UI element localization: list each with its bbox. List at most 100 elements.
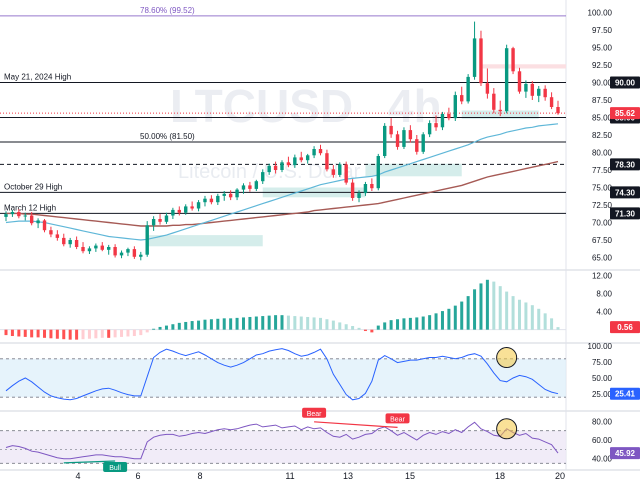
macd-bar: [235, 317, 239, 330]
macd-bar: [511, 296, 515, 330]
macd-bar: [81, 329, 85, 340]
macd-bar: [36, 329, 40, 338]
candle-body: [171, 209, 175, 216]
macd-bar: [139, 329, 143, 336]
macd-bar: [428, 315, 432, 330]
candle-body: [293, 157, 297, 166]
candle-body: [74, 240, 79, 247]
candle-body: [145, 225, 149, 255]
candles-layer: [4, 21, 560, 261]
candle-body: [216, 195, 220, 203]
ema-slow-line: [6, 160, 559, 227]
highlight-circle: [496, 347, 518, 369]
candle-body: [299, 157, 303, 161]
macd-bar: [556, 327, 560, 330]
macd-bar: [23, 329, 27, 337]
divergence-tag: [302, 407, 327, 418]
macd-bar: [87, 329, 91, 339]
candle-body: [81, 247, 85, 252]
candle-body: [177, 209, 182, 213]
watermark-symbol: LTCUSD: [170, 80, 353, 132]
axis-tick-label: 85.00: [592, 114, 613, 123]
rsi-pane: [0, 421, 566, 464]
candle-body: [363, 184, 368, 194]
macd-bar: [261, 316, 265, 330]
axis-tick-label: 8.00: [596, 289, 612, 298]
candle-body: [254, 181, 259, 189]
bull-divergence-line: [63, 460, 116, 464]
macd-bar: [524, 302, 528, 330]
price-badge-label: 74.30: [615, 188, 636, 197]
candle-body: [447, 114, 451, 119]
candle-body: [370, 184, 374, 189]
axis-tick-label: 82.50: [592, 131, 613, 140]
axis-tick-label: 25.00: [592, 390, 613, 399]
candle-body: [49, 230, 53, 235]
price-badge: [610, 447, 640, 460]
candle-body: [42, 220, 47, 231]
candle-body: [434, 123, 438, 128]
divergence-tag-label: Bear: [307, 411, 322, 418]
price-badge: [610, 76, 640, 89]
macd-bar: [286, 315, 290, 330]
axis-tick-label: 95.00: [592, 44, 613, 53]
macd-bar: [319, 317, 323, 330]
candle-body: [280, 162, 284, 170]
candle-body: [549, 97, 554, 107]
macd-bar: [197, 320, 201, 330]
macd-bar: [299, 316, 303, 330]
macd-bar: [17, 329, 21, 337]
macd-bar: [396, 319, 400, 330]
axis-tick-label: 72.50: [592, 201, 613, 210]
candle-body: [325, 153, 329, 170]
macd-bar: [113, 329, 117, 338]
macd-bar: [280, 315, 284, 330]
macd-bar: [267, 315, 271, 330]
axis-tick-label: 87.50: [592, 96, 613, 105]
divergence-tag-label: Bull: [109, 465, 121, 472]
macd-bar: [363, 329, 367, 332]
macd-bar: [4, 329, 8, 336]
macd-bar: [473, 289, 477, 330]
axis-tick-label: 75.00: [592, 184, 613, 193]
macd-bar: [274, 315, 278, 330]
candle-body: [312, 149, 316, 156]
price-badge-label: 85.62: [615, 109, 636, 118]
candle-body: [36, 220, 40, 224]
price-badge-label: 71.30: [615, 209, 636, 218]
candle-body: [10, 212, 15, 215]
candle-body: [357, 193, 361, 198]
stoch-line: [5, 348, 559, 401]
candle-body: [17, 212, 21, 217]
macd-bar: [543, 313, 547, 330]
annotations-layer: Bear Bear Bull: [63, 347, 518, 472]
macd-bar: [492, 281, 496, 330]
macd-bar: [75, 329, 79, 340]
candle-body: [190, 206, 194, 209]
candle-body: [113, 247, 117, 256]
macd-bar: [177, 322, 181, 330]
macd-bar: [203, 319, 207, 330]
macd-bar: [254, 316, 258, 330]
axis-tick-label: 97.50: [592, 26, 613, 35]
x-axis-label: 13: [343, 471, 353, 481]
macd-bar: [402, 318, 406, 330]
axis-tick-label: 80.00: [592, 417, 613, 426]
macd-bar: [120, 329, 124, 337]
candle-body: [139, 254, 143, 257]
macd-bar: [62, 329, 66, 340]
axis-tick-label: 92.50: [592, 61, 613, 70]
axis-tick-label: 100.00: [588, 342, 613, 351]
macd-bar: [190, 321, 194, 330]
highlight-circle: [496, 418, 518, 440]
macd-bar: [408, 317, 412, 330]
candle-body: [106, 247, 111, 250]
background-layer: [0, 0, 640, 471]
macd-bar: [312, 317, 316, 330]
price-badge: [610, 186, 640, 199]
candle-body: [203, 198, 207, 203]
macd-bar: [530, 305, 534, 330]
divergence-tag: [385, 413, 410, 424]
candle-body: [338, 164, 342, 175]
